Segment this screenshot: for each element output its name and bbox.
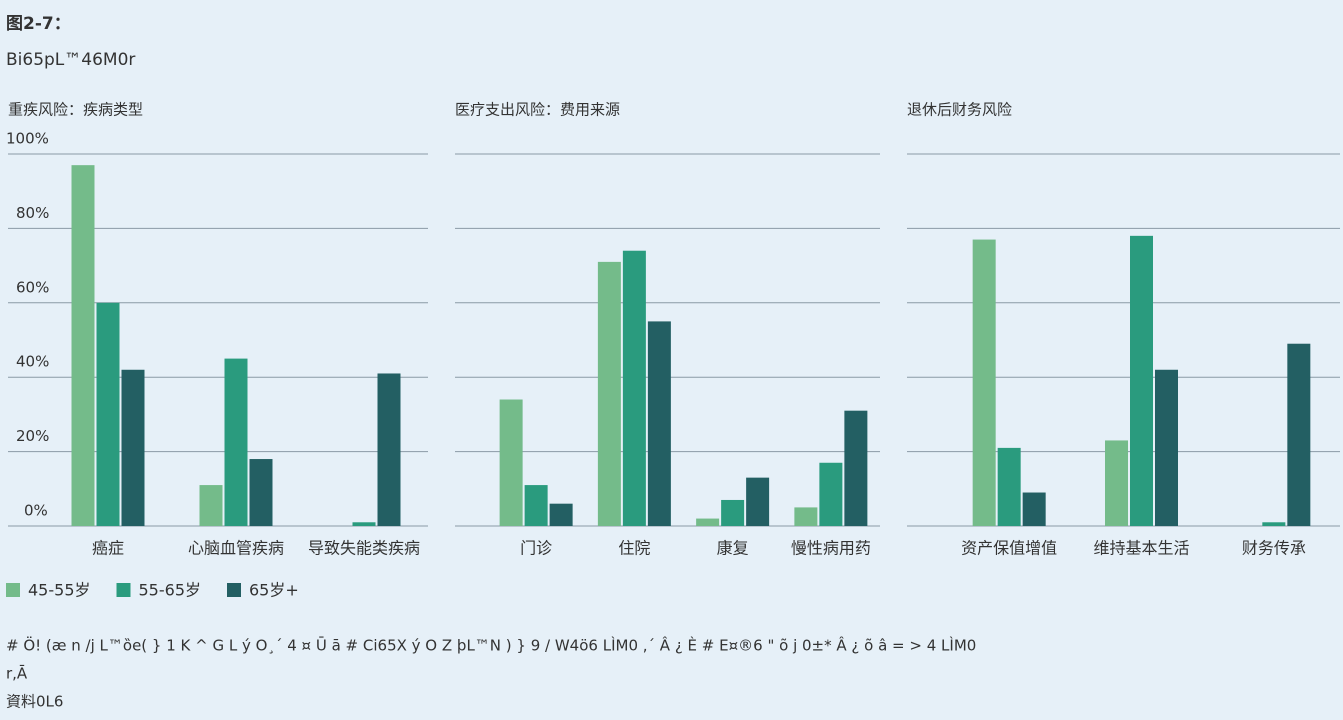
legend-label: 55-65岁: [139, 581, 202, 600]
footnote: r,Ā: [6, 665, 28, 683]
bar: [1022, 492, 1046, 526]
bar: [597, 261, 621, 526]
bar: [972, 239, 996, 526]
bar: [819, 462, 843, 526]
bar: [249, 459, 273, 526]
bar: [696, 518, 720, 526]
bar: [647, 321, 671, 526]
legend-label: 65岁+: [249, 581, 299, 600]
x-tick-label: 住院: [618, 539, 650, 558]
legend-swatch: [227, 583, 241, 597]
bar: [1287, 343, 1311, 526]
y-tick-label: 40%: [16, 353, 49, 371]
panel-title: 医疗支出风险：费用来源: [455, 101, 620, 119]
source: 資料0L6: [6, 693, 63, 711]
x-tick-label: 心脑血管疾病: [188, 539, 284, 558]
bar: [997, 447, 1021, 526]
x-tick-label: 导致失能类疾病: [308, 539, 420, 558]
bar: [746, 477, 770, 526]
x-tick-label: 慢性病用药: [791, 539, 871, 558]
bar: [352, 522, 376, 526]
figure-title: 图2-7：: [6, 14, 71, 34]
bar: [1262, 522, 1286, 526]
legend-swatch: [6, 583, 20, 597]
y-tick-label: 60%: [16, 278, 49, 296]
bar: [499, 399, 523, 526]
bar: [1105, 440, 1128, 526]
bar: [1155, 369, 1178, 526]
bar: [224, 358, 248, 526]
legend-swatch: [116, 583, 131, 597]
y-tick-label: 0%: [24, 502, 48, 520]
bar: [377, 373, 401, 526]
x-tick-label: 门诊: [520, 539, 552, 558]
figure-subtitle: Bi65pL™46M0r: [6, 50, 135, 70]
footnote: # Ö! (æ n /j L™ȍe( } 1 K ^ G L ý O¸´ 4 ¤…: [6, 636, 976, 655]
bar: [524, 485, 548, 526]
bar: [1130, 235, 1153, 526]
bar: [844, 410, 868, 526]
y-tick-label: 80%: [16, 204, 49, 222]
x-tick-label: 财务传承: [1242, 539, 1306, 558]
panel-title: 退休后财务风险: [907, 101, 1012, 119]
bar: [199, 485, 223, 526]
x-tick-label: 癌症: [92, 539, 124, 558]
panel-title: 重疾风险：疾病类型: [8, 101, 143, 119]
bar: [549, 503, 573, 526]
x-tick-label: 康复: [717, 539, 749, 558]
legend-label: 45-55岁: [28, 581, 91, 600]
bar: [71, 165, 95, 526]
x-tick-label: 资产保值增值: [961, 539, 1057, 558]
bar: [96, 302, 120, 526]
bar: [794, 507, 818, 526]
y-tick-label: 100%: [6, 130, 49, 148]
x-tick-label: 维持基本生活: [1093, 539, 1189, 558]
bar: [622, 250, 646, 526]
bar: [721, 499, 745, 526]
y-tick-label: 20%: [16, 427, 49, 445]
bar: [121, 369, 145, 526]
